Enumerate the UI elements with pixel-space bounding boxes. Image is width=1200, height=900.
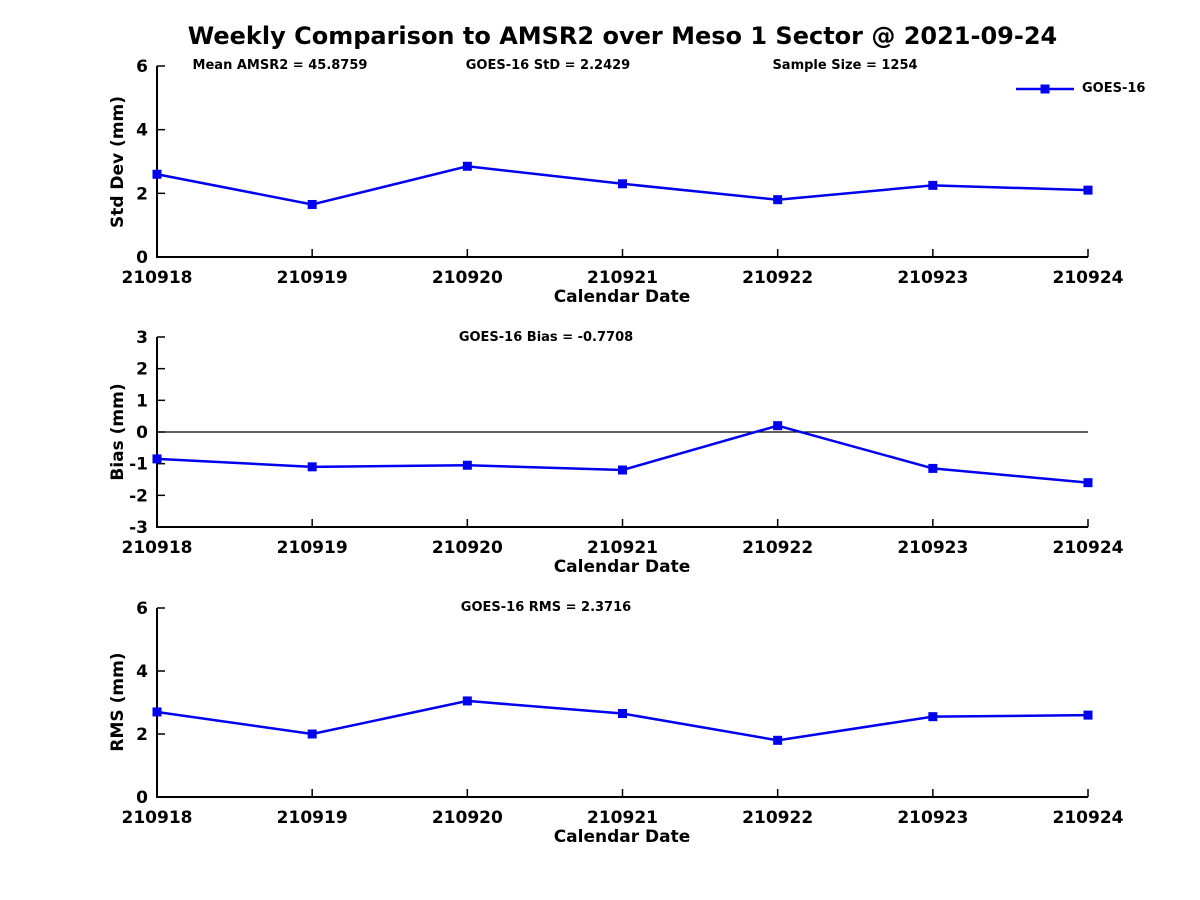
figure-title: Weekly Comparison to AMSR2 over Meso 1 S…: [187, 22, 1058, 50]
std-dev-x-tick-label: 210923: [897, 268, 968, 288]
std-dev-data-marker: [1083, 185, 1093, 195]
annotation-sample-size: Sample Size = 1254: [772, 58, 918, 73]
rms-x-tick-label: 210921: [587, 808, 658, 828]
std-dev-y-tick-label: 6: [136, 57, 148, 77]
bias-y-tick-label: -1: [129, 455, 148, 475]
rms-data-marker: [773, 735, 783, 745]
std-dev-data-marker: [773, 195, 783, 205]
std-dev-x-tick-label: 210922: [742, 268, 813, 288]
bias-data-marker: [152, 454, 162, 464]
rms-y-tick-label: 2: [136, 725, 148, 745]
bias-y-tick-label: 0: [136, 423, 148, 443]
bias-x-tick-label: 210923: [897, 538, 968, 558]
y-axis-label-rms: RMS (mm): [108, 652, 129, 752]
bias-y-tick-label: 3: [136, 328, 148, 348]
rms-data-marker: [462, 696, 472, 706]
rms-x-tick-label: 210922: [742, 808, 813, 828]
bias-data-marker: [618, 465, 627, 475]
bias-data-marker: [773, 421, 783, 431]
std-dev-y-tick-label: 0: [136, 248, 148, 268]
annotation-goes16-rms: GOES-16 RMS = 2.3716: [460, 600, 632, 615]
std-dev-x-tick-label: 210918: [122, 268, 193, 288]
rms-x-tick-label: 210923: [897, 808, 968, 828]
rms-data-marker: [928, 712, 938, 722]
std-dev-data-marker: [618, 179, 627, 189]
rms-x-tick-label: 210919: [277, 808, 348, 828]
y-axis-label-bias: Bias (mm): [108, 383, 129, 481]
std-dev-x-tick-label: 210924: [1053, 268, 1124, 288]
bias-y-tick-label: 2: [136, 360, 148, 380]
std-dev-x-tick-label: 210921: [587, 268, 658, 288]
bias-x-tick-label: 210921: [587, 538, 658, 558]
bias-data-marker: [307, 462, 317, 472]
y-axis-label-std-dev: Std Dev (mm): [108, 95, 129, 229]
rms-y-tick-label: 0: [136, 788, 148, 808]
rms-y-tick-label: 4: [136, 662, 148, 682]
std-dev-data-marker: [152, 169, 162, 179]
bias-data-marker: [1083, 478, 1093, 488]
std-dev-x-tick-label: 210919: [277, 268, 348, 288]
rms-x-tick-label: 210920: [432, 808, 503, 828]
bias-x-tick-label: 210924: [1053, 538, 1124, 558]
std-dev-data-marker: [928, 180, 938, 190]
rms-data-marker: [307, 729, 317, 739]
annotation-goes16-std: GOES-16 StD = 2.2429: [465, 58, 631, 73]
rms-axes: [156, 608, 1088, 798]
std-dev-x-tick-label: 210920: [432, 268, 503, 288]
bias-data-marker: [462, 460, 472, 470]
rms-data-marker: [1083, 710, 1093, 720]
x-axis-label-calendar-date-2: Calendar Date: [553, 557, 691, 577]
rms-data-marker: [618, 709, 627, 719]
rms-data-marker: [152, 707, 162, 717]
x-axis-label-calendar-date-3: Calendar Date: [553, 827, 691, 847]
rms-y-tick-label: 6: [136, 599, 148, 619]
bias-x-tick-label: 210922: [742, 538, 813, 558]
bias-x-tick-label: 210920: [432, 538, 503, 558]
bias-y-tick-label: -3: [129, 518, 148, 538]
legend-label: GOES-16: [1082, 81, 1146, 96]
std-dev-data-marker: [462, 161, 472, 171]
annotation-goes16-bias: GOES-16 Bias = -0.7708: [458, 330, 634, 345]
rms-x-tick-label: 210918: [122, 808, 193, 828]
bias-data-marker: [928, 463, 938, 473]
std-dev-data-marker: [307, 199, 317, 209]
x-axis-label-calendar-date-1: Calendar Date: [553, 287, 691, 307]
std-dev-y-tick-label: 4: [136, 121, 148, 141]
rms-series-line: [156, 699, 1089, 742]
rms-x-tick-label: 210924: [1053, 808, 1124, 828]
bias-x-tick-label: 210919: [277, 538, 348, 558]
legend-sample-marker: [1040, 84, 1050, 94]
bias-y-tick-label: -2: [129, 486, 148, 506]
bias-x-tick-label: 210918: [122, 538, 193, 558]
bias-y-tick-label: 1: [136, 391, 148, 411]
annotation-mean-amsr2: Mean AMSR2 = 45.8759: [192, 58, 368, 73]
std-dev-y-tick-label: 2: [136, 184, 148, 204]
std-dev-axes: [156, 66, 1088, 258]
